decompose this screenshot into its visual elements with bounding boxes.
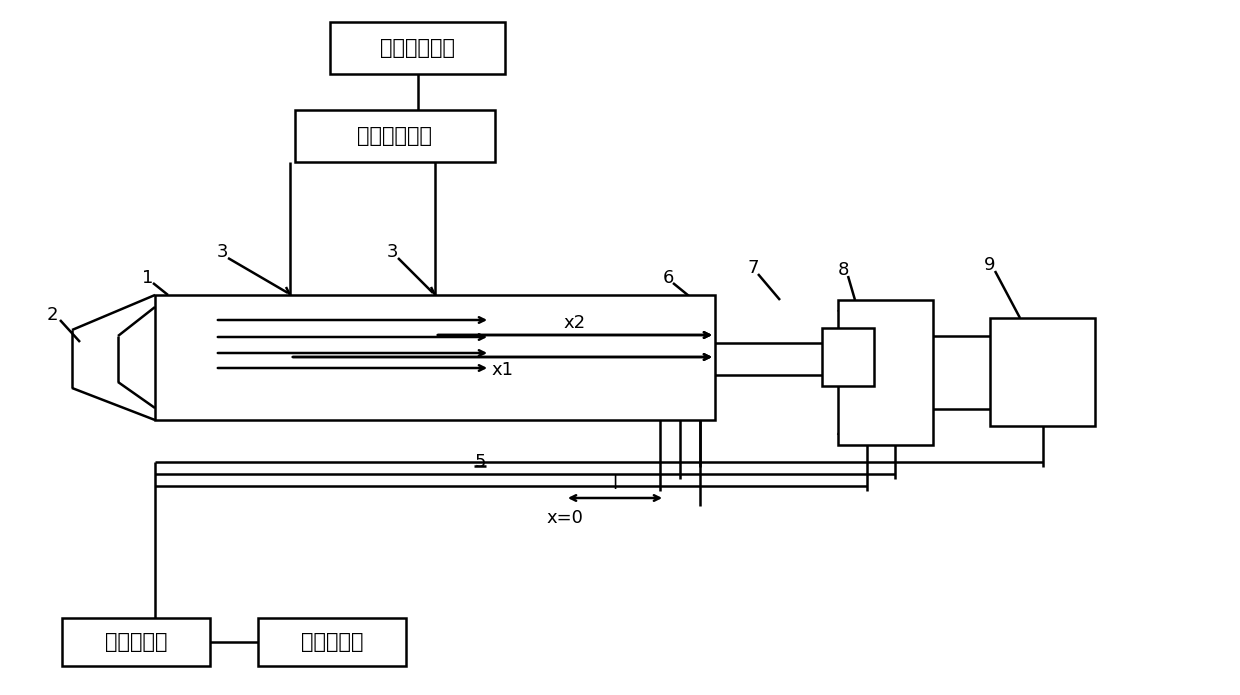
Text: 7: 7 [748,259,759,277]
Bar [822,328,874,386]
Text: 信号发生器: 信号发生器 [301,632,363,652]
Text: 6: 6 [662,269,673,287]
Text: 8: 8 [837,261,848,279]
Text: 3: 3 [216,243,228,261]
Text: 3: 3 [386,243,398,261]
Text: x=0: x=0 [547,509,584,527]
Text: 9: 9 [985,256,996,274]
Text: 信号采集模块: 信号采集模块 [357,126,433,146]
Text: l: l [613,475,618,493]
Bar [838,300,932,445]
Text: x1: x1 [491,361,513,379]
Bar [990,318,1095,426]
Bar [258,618,405,666]
Text: 功率放大器: 功率放大器 [104,632,167,652]
Bar [155,295,715,420]
Text: x2: x2 [564,314,587,332]
Text: 1: 1 [143,269,154,287]
Text: 2: 2 [46,306,58,324]
Text: 5: 5 [474,453,486,471]
Bar [330,22,505,74]
Text: 数据分析模块: 数据分析模块 [379,38,455,58]
Bar [295,110,495,162]
Bar [62,618,210,666]
